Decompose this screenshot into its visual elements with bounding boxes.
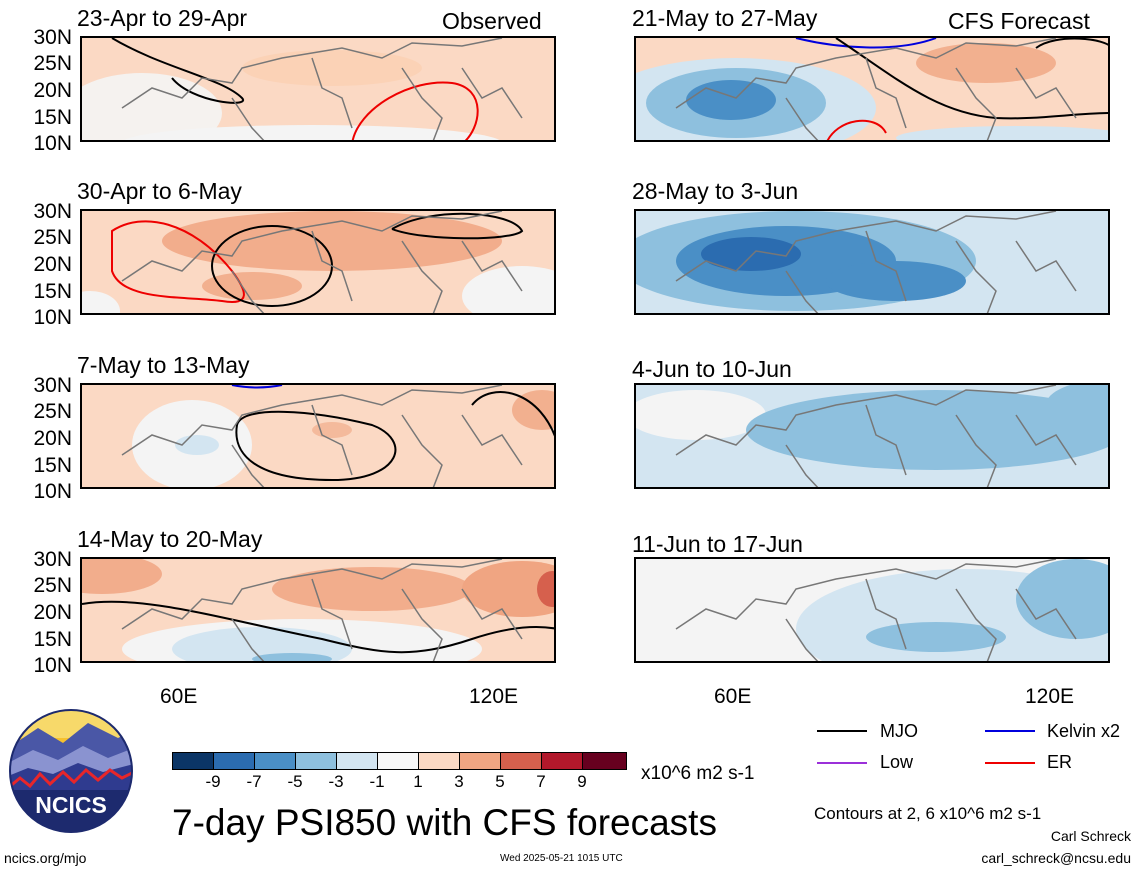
legend-line-kelvin [985,730,1035,732]
lat-label: 10N [33,306,72,329]
colorbar-swatch [295,752,337,770]
forecast-label: CFS Forecast [948,8,1090,34]
colorbar-units: x10^6 m2 s-1 [641,763,755,784]
lat-label: 30N [33,26,72,49]
author-email[interactable]: carl_schreck@ncsu.edu [981,850,1131,866]
colorbar-tick: -3 [328,772,344,791]
colorbar-swatch [582,752,627,770]
lat-label: 30N [33,200,72,223]
lat-label: 30N [33,548,72,571]
colorbar-tick: 3 [454,772,464,791]
logo-text: NCICS [35,792,107,818]
colorbar-tick: -1 [369,772,385,791]
map-panel-forecast-2 [634,209,1110,315]
colorbar-swatch [377,752,419,770]
legend-line-mjo [817,730,867,732]
legend-line-low [817,762,867,764]
colorbar [172,752,627,770]
author-name: Carl Schreck [1050,828,1131,844]
panel-title-7: 4-Jun to 10-Jun [632,356,792,382]
lat-label: 10N [33,480,72,503]
lat-label: 20N [33,79,72,102]
observed-label: Observed [442,8,542,34]
lat-label: 25N [33,226,72,249]
lon-label: 120E [1025,685,1075,708]
legend-label-kelvin: Kelvin x2 [1047,721,1121,741]
colorbar-tick: 1 [413,772,423,791]
colorbar-swatch [541,752,583,770]
colorbar-swatch [254,752,296,770]
lat-label: 15N [33,628,72,651]
lat-label: 25N [33,574,72,597]
panel-title-4: 14-May to 20-May [77,526,263,552]
colorbar-tick: 9 [577,772,587,791]
lat-label: 10N [33,654,72,677]
colorbar-swatch [500,752,542,770]
main-title: 7-day PSI850 with CFS forecasts [172,802,717,843]
map-panel-observed-3 [80,383,556,489]
legend-line-er [985,762,1035,764]
legend-label-er: ER [1047,752,1073,772]
colorbar-swatch [418,752,460,770]
panel-title-8: 11-Jun to 17-Jun [632,531,803,557]
lat-label: 25N [33,400,72,423]
lat-label: 15N [33,280,72,303]
colorbar-swatch [213,752,255,770]
colorbar-tick: -9 [205,772,221,791]
colorbar-tick: 7 [536,772,546,791]
lat-label: 10N [33,132,72,155]
colorbar-swatch [459,752,501,770]
panel-title-3: 7-May to 13-May [77,352,250,378]
colorbar-swatch [172,752,214,770]
lat-label: 20N [33,601,72,624]
lon-label: 60E [160,685,198,708]
lat-label: 15N [33,454,72,477]
lat-label: 25N [33,52,72,75]
panel-title-1: 23-Apr to 29-Apr [77,5,248,31]
ncics-logo: NCICS [8,708,134,834]
colorbar-tick: -5 [287,772,303,791]
timestamp: Wed 2025-05-21 1015 UTC [500,853,623,864]
colorbar-swatch [336,752,378,770]
contours-note: Contours at 2, 6 x10^6 m2 s-1 [814,804,1042,823]
lat-label: 20N [33,427,72,450]
map-panel-forecast-1 [634,36,1110,142]
map-panel-observed-4 [80,557,556,663]
colorbar-tick: -7 [246,772,262,791]
panel-title-5: 21-May to 27-May [632,5,818,31]
lat-label: 20N [33,253,72,276]
legend-label-low: Low [880,752,914,772]
map-panel-observed-2 [80,209,556,315]
map-panel-observed-1 [80,36,556,142]
panel-title-2: 30-Apr to 6-May [77,178,242,204]
map-panel-forecast-3 [634,383,1110,489]
lon-label: 60E [714,685,752,708]
source-url[interactable]: ncics.org/mjo [4,850,87,866]
lat-label: 15N [33,106,72,129]
lon-label: 120E [469,685,519,708]
map-panel-forecast-4 [634,557,1110,663]
colorbar-tick: 5 [495,772,505,791]
legend-label-mjo: MJO [880,721,918,741]
panel-title-6: 28-May to 3-Jun [632,178,799,204]
lat-label: 30N [33,374,72,397]
